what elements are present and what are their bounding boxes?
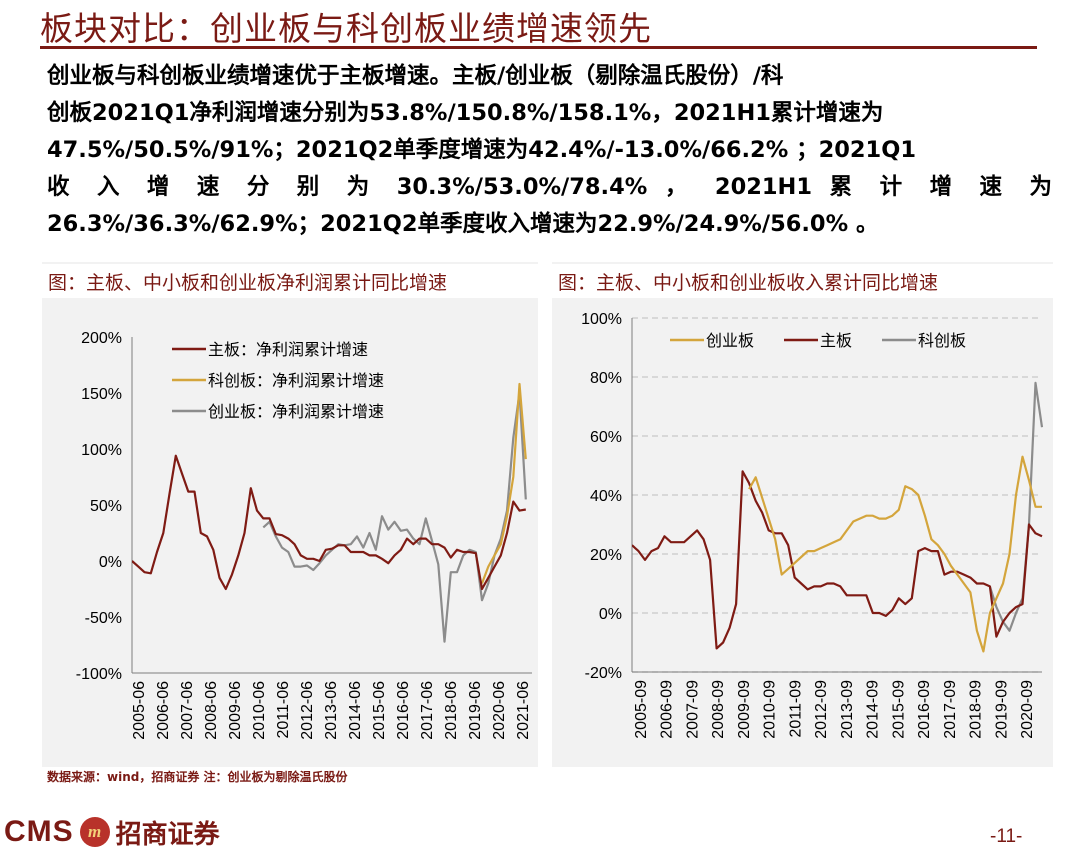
x-tick-label: 2017-06 <box>419 681 436 740</box>
x-tick-label: 2006-06 <box>155 681 172 740</box>
revenue-chart: 100% 80% 60% 40% 20% 0% -20% 2005-09 2006-09 2007… <box>581 311 1044 739</box>
x-tick-label: 2007-06 <box>179 681 196 740</box>
x-tick-label: 2014-09 <box>865 680 882 739</box>
y-tick-label: 20% <box>590 547 622 564</box>
legend-label: 创业板：净利润累计增速 <box>208 403 384 421</box>
x-tick-label: 2020-06 <box>491 681 508 740</box>
x-tick-label: 2016-09 <box>916 680 933 739</box>
x-tick-label: 2017-09 <box>942 680 959 739</box>
y-tick-label: -100% <box>76 666 122 683</box>
x-tick-label: 2014-06 <box>347 681 364 740</box>
x-tick-label: 2016-06 <box>395 681 412 740</box>
summary-line-5: 26.3%/36.3%/62.9%；2021Q2单季度收入增速为22.9%/24… <box>47 211 879 237</box>
x-tick-label: 2011-09 <box>787 680 804 738</box>
page-number: -11- <box>990 826 1023 847</box>
series-line <box>748 455 1042 653</box>
chart-panel-revenue <box>552 262 1053 767</box>
source-note: 数据来源：wind，招商证券 注：创业板为剔除温氏股份 <box>47 770 348 784</box>
x-tick-label: 2018-09 <box>968 680 985 739</box>
series-line <box>988 381 1044 632</box>
x-tick-label: 2020-09 <box>1019 680 1036 739</box>
series-line <box>632 470 1043 650</box>
page-title: 板块对比：创业板与科创板业绩增速领先 <box>40 9 652 48</box>
chart-title-revenue: 图：主板、中小板和创业板收入累计同比增速 <box>558 272 939 294</box>
y-tick-label: -20% <box>585 665 622 682</box>
logo-text-chinese: 招商证券 <box>115 819 220 850</box>
y-tick-label: 50% <box>90 498 122 515</box>
legend-label: 创业板 <box>706 332 754 350</box>
x-tick-label: 2009-09 <box>736 680 753 739</box>
y-tick-label: 100% <box>81 442 122 459</box>
x-tick-label: 2005-09 <box>633 680 650 739</box>
logo-emblem-icon: m <box>79 817 110 847</box>
x-tick-label: 2013-09 <box>839 680 856 739</box>
logo-text-latin: CMS <box>4 815 74 848</box>
y-tick-label: 60% <box>590 429 622 446</box>
summary-line-3: 47.5%/50.5%/91%；2021Q2单季度增速为42.4%/-13.0%… <box>47 137 916 163</box>
series-line <box>132 454 526 591</box>
x-tick-label: 2013-06 <box>323 681 340 740</box>
series-line <box>480 382 527 584</box>
chart-title-bg-2 <box>552 264 1053 298</box>
cms-logo: CMS m 招商证券 <box>4 812 220 852</box>
x-tick-label: 2010-09 <box>762 680 779 739</box>
summary-paragraph: 创业板与科创板业绩增速优于主板增速。主板/创业板（剔除温氏股份）/科 创板202… <box>47 58 1052 243</box>
x-tick-label: 2007-09 <box>684 680 701 739</box>
x-tick-label: 2008-06 <box>203 681 220 740</box>
net-profit-chart: 200% 150% 100% 50% 0% -50% -100% 2005-06 2006-06… <box>76 330 532 740</box>
y-tick-label: 80% <box>590 370 622 387</box>
legend-label: 科创板：净利润累计增速 <box>208 372 384 390</box>
summary-line-1: 创业板与科创板业绩增速优于主板增速。主板/创业板（剔除温氏股份）/科 <box>47 63 784 89</box>
x-tick-label: 2019-09 <box>993 680 1010 739</box>
x-tick-label: 2012-09 <box>813 680 830 739</box>
chart-title-bg-1 <box>42 264 538 298</box>
y-tick-label: 200% <box>81 330 122 347</box>
x-tick-label: 2012-06 <box>299 681 316 740</box>
chart-panel-net-profit <box>42 262 538 767</box>
summary-line-2: 创板2021Q1净利润增速分别为53.8%/150.8%/158.1%，2021… <box>47 100 884 126</box>
x-tick-label: 2021-06 <box>515 681 532 740</box>
legend-label: 主板：净利润累计增速 <box>208 341 368 359</box>
y-tick-label: 100% <box>581 311 622 328</box>
x-tick-label: 2018-06 <box>443 681 460 740</box>
x-tick-label: 2005-06 <box>131 681 148 740</box>
chart-title-net-profit: 图：主板、中小板和创业板净利润累计同比增速 <box>48 272 448 294</box>
title-underline <box>40 46 1037 49</box>
x-tick-label: 2009-06 <box>227 681 244 740</box>
summary-line-4: 收 入 增 速 分 别 为 30.3%/53.0%/78.4% ， 2021H1… <box>47 174 1052 200</box>
x-tick-label: 2015-06 <box>371 681 388 740</box>
y-tick-label: -50% <box>85 610 122 627</box>
x-tick-label: 2015-09 <box>890 680 907 739</box>
x-tick-label: 2019-06 <box>467 681 484 740</box>
x-tick-label: 2008-09 <box>710 680 727 739</box>
x-tick-label: 2010-06 <box>251 681 268 740</box>
y-tick-label: 0% <box>99 554 122 571</box>
x-tick-label: 2011-06 <box>275 681 292 739</box>
x-tick-label: 2006-09 <box>659 680 676 739</box>
legend-label: 主板 <box>820 332 852 350</box>
series-line <box>262 391 527 643</box>
y-tick-label: 150% <box>81 386 122 403</box>
y-tick-label: 0% <box>599 606 622 623</box>
y-tick-label: 40% <box>590 488 622 505</box>
legend-label: 科创板 <box>918 332 966 350</box>
